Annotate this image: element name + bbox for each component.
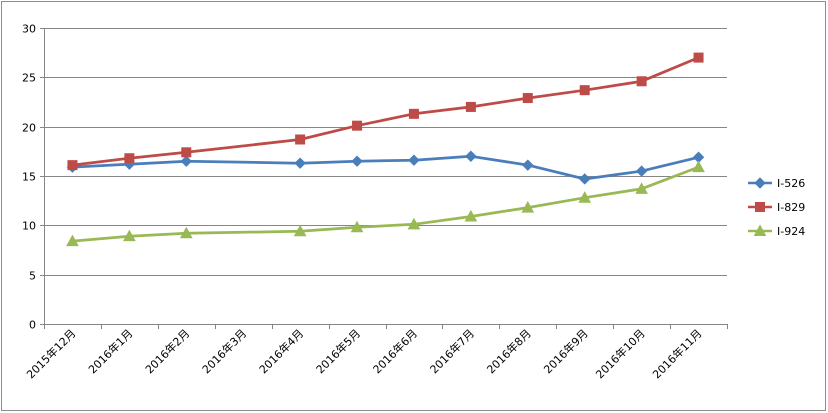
legend-marker (753, 224, 767, 236)
legend-item: I-924 (748, 224, 805, 238)
data-point (408, 154, 420, 166)
data-point (408, 108, 419, 119)
x-tick-label: 2016年2月 (142, 326, 192, 376)
x-tick-label: 2015年12月 (23, 326, 78, 381)
data-point (67, 160, 78, 171)
legend: I-526 I-829 I-924 (748, 177, 805, 238)
data-point (180, 155, 192, 167)
x-tick-label: 2016年8月 (484, 326, 534, 376)
legend-marker (754, 177, 766, 189)
x-tick-label: 2016年10月 (593, 326, 648, 381)
data-point (352, 120, 363, 131)
data-point (294, 157, 306, 169)
data-point (465, 101, 476, 112)
x-tick-label: 2016年1月 (85, 326, 135, 376)
data-point (179, 226, 193, 239)
data-point (407, 217, 421, 230)
data-point (66, 234, 79, 247)
x-tick-label: 2016年4月 (256, 326, 306, 376)
y-tick-label: 25 (22, 72, 36, 85)
data-point (522, 159, 534, 171)
legend-label: I-829 (777, 201, 805, 214)
y-tick-label: 5 (29, 270, 36, 283)
data-point (351, 155, 363, 167)
data-point (293, 224, 307, 237)
data-point (181, 147, 192, 158)
x-tick-label: 2016年11月 (650, 326, 705, 381)
data-point (350, 220, 364, 233)
legend-label: I-924 (777, 225, 805, 238)
data-point (295, 134, 306, 145)
axes (40, 28, 728, 329)
y-axis-tick-labels: 0 5 10 15 20 25 30 (22, 23, 36, 332)
y-tick-label: 0 (29, 319, 36, 332)
data-point (635, 182, 648, 194)
data-point (522, 93, 533, 104)
x-axis-tick-labels: 2015年12月 2016年1月 2016年2月 2016年3月 2016年4月 2016… (23, 326, 704, 381)
series-lines (66, 52, 705, 247)
data-point (464, 209, 478, 222)
y-tick-label: 30 (22, 23, 36, 36)
data-point (579, 85, 590, 96)
legend-marker (755, 202, 765, 212)
y-tick-label: 10 (22, 220, 36, 233)
data-point (635, 165, 648, 177)
data-point (636, 76, 647, 87)
data-point (465, 150, 477, 162)
series-I-526 (66, 150, 705, 185)
legend-label: I-526 (777, 177, 805, 190)
x-tick-label: 2016年5月 (313, 326, 363, 376)
gridlines (44, 28, 727, 276)
legend-item: I-526 (748, 177, 805, 190)
data-point (123, 229, 136, 242)
data-point (693, 52, 704, 63)
legend-item: I-829 (748, 201, 805, 214)
y-tick-label: 15 (22, 171, 36, 184)
data-point (124, 153, 135, 164)
series-line (72, 154, 699, 181)
series-line (72, 56, 700, 167)
data-point (579, 173, 591, 185)
x-tick-label: 2016年7月 (427, 326, 477, 376)
data-point (578, 191, 592, 203)
x-tick-label: 2016年3月 (199, 326, 249, 376)
series-I-829 (67, 52, 704, 171)
x-tick-label: 2016年6月 (370, 326, 420, 376)
x-tick-label: 2016年9月 (541, 326, 591, 376)
series-line (72, 165, 699, 243)
series-I-924 (66, 160, 705, 247)
y-tick-label: 20 (22, 122, 36, 135)
data-point (692, 160, 705, 173)
data-point (521, 201, 535, 213)
